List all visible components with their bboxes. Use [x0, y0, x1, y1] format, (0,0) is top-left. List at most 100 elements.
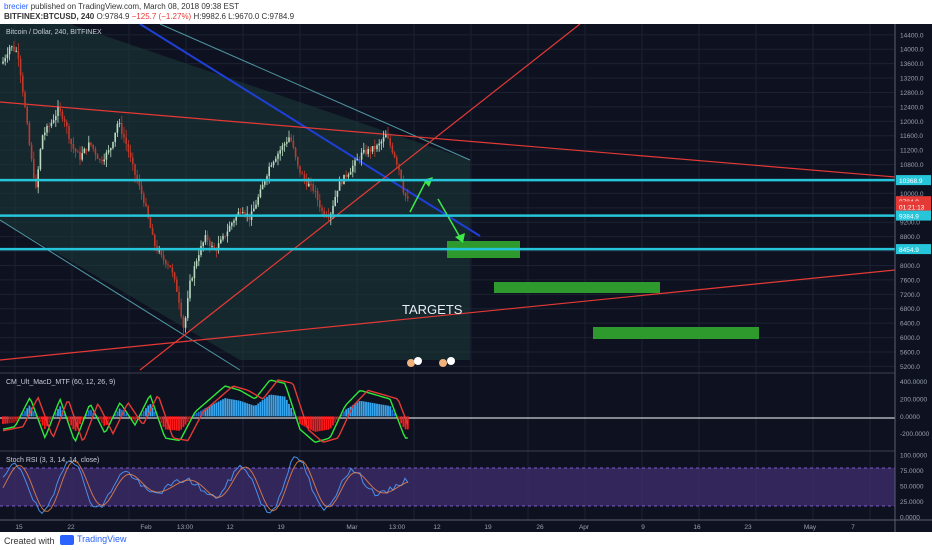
- candle-body: [385, 134, 387, 138]
- macd-bar: [24, 410, 26, 417]
- candle-body: [169, 265, 171, 268]
- macd-bar: [96, 416, 99, 418]
- macd-bar: [305, 416, 308, 428]
- macd-bar: [321, 416, 323, 431]
- macd-bar: [131, 416, 134, 420]
- candle-body: [200, 246, 202, 256]
- macd-title: CM_Ult_MacD_MTF (60, 12, 26, 9): [6, 379, 115, 386]
- macd-bar: [162, 416, 165, 427]
- time-tick-label: 22: [67, 524, 75, 531]
- time-tick-label: Feb: [140, 524, 152, 531]
- candle-body: [57, 107, 59, 116]
- macd-tick-label: -200.0000: [900, 431, 930, 438]
- candle-body: [149, 217, 152, 229]
- close-label: C:: [261, 12, 270, 21]
- price-tick-label: 13600.0: [900, 61, 924, 68]
- time-axis[interactable]: 15 22 Feb 13:00 12 19 Mar 13:00 12 19 26 Apr 9 16 23 Ma…: [15, 524, 855, 531]
- macd-bar: [184, 416, 187, 425]
- open-value: 9784.9: [104, 12, 130, 21]
- macd-bar: [228, 398, 231, 417]
- macd-bar: [30, 407, 33, 417]
- footer: Created with TradingView: [0, 532, 932, 550]
- macd-bar: [345, 409, 348, 417]
- candle-body: [279, 150, 281, 154]
- candle-body: [294, 147, 297, 157]
- macd-bar: [54, 412, 57, 417]
- candle-body: [4, 58, 6, 62]
- macd-bar: [147, 405, 150, 417]
- candle-body: [19, 58, 22, 76]
- time-tick-label: 12: [433, 524, 441, 531]
- macd-bar: [290, 407, 293, 417]
- macd-axis: 400.0000 200.0000 0.0000 -200.0000: [900, 379, 930, 438]
- event-icon[interactable]: [447, 357, 455, 365]
- tradingview-brand[interactable]: TradingView: [60, 534, 127, 545]
- candle-body: [336, 190, 339, 197]
- stoch-pane[interactable]: Stoch RSI (3, 3, 14, 14, close): [0, 456, 895, 515]
- event-icon[interactable]: [407, 359, 415, 367]
- candle-body: [391, 145, 394, 153]
- macd-bar: [277, 395, 279, 417]
- time-tick-label: May: [804, 524, 817, 531]
- chart-canvas[interactable]: Bitcoin / Dollar, 240, BITFINEX TARGETS …: [0, 24, 932, 532]
- macd-bar: [224, 398, 227, 417]
- macd-bar: [259, 401, 262, 417]
- time-tick-label: 9: [641, 524, 645, 531]
- time-tick-label: 26: [536, 524, 544, 531]
- candle-body: [85, 148, 88, 151]
- macd-bar: [140, 413, 143, 417]
- price-tick-label: 12800.0: [900, 90, 924, 97]
- candle-body: [37, 169, 39, 188]
- candle-body: [259, 189, 262, 198]
- macd-bar: [85, 413, 88, 417]
- publisher-link[interactable]: brecier: [4, 2, 29, 11]
- publish-suffix: published on TradingView.com, March 08, …: [30, 2, 240, 11]
- candle-body: [345, 174, 347, 177]
- candle-body: [239, 211, 242, 214]
- macd-bar: [37, 416, 40, 419]
- candle-body: [319, 200, 321, 208]
- candle-body: [83, 148, 86, 154]
- event-icon[interactable]: [439, 359, 447, 367]
- candle-body: [255, 204, 257, 209]
- candle-body: [314, 190, 317, 192]
- candle-body: [365, 149, 367, 155]
- price-pane[interactable]: Bitcoin / Dollar, 240, BITFINEX TARGETS: [0, 24, 896, 371]
- candle-body: [173, 272, 176, 280]
- candle-body: [321, 207, 323, 211]
- price-axis[interactable]: 14400.0 14000.0 13600.0 13200.0 12800.0 12400…: [900, 32, 924, 371]
- macd-bar: [235, 400, 238, 417]
- macd-bar: [87, 410, 90, 417]
- macd-bar: [373, 403, 376, 417]
- candle-body: [15, 50, 17, 52]
- candle-body: [202, 242, 204, 247]
- price-label-text: 9384.9: [899, 214, 919, 221]
- macd-bar: [226, 398, 229, 417]
- event-icons[interactable]: [407, 357, 455, 367]
- macd-bar: [171, 416, 174, 431]
- macd-bar: [72, 416, 75, 430]
- macd-bar: [325, 416, 328, 430]
- macd-bar: [182, 416, 185, 428]
- tradingview-brand-text: TradingView: [77, 534, 127, 544]
- macd-bar: [118, 408, 121, 417]
- macd-bar: [266, 396, 268, 417]
- macd-bar: [252, 405, 255, 417]
- macd-bar: [109, 416, 112, 420]
- price-tick-label: 7200.0: [900, 292, 920, 299]
- macd-pane[interactable]: CM_Ult_MacD_MTF (60, 12, 26, 9): [0, 379, 895, 443]
- candle-body: [206, 235, 209, 241]
- macd-bar: [4, 416, 7, 424]
- stoch-tick-label: 100.0000: [900, 453, 927, 460]
- event-icon[interactable]: [414, 357, 422, 365]
- macd-bar: [329, 416, 332, 429]
- candle-body: [389, 138, 391, 146]
- macd-bar: [334, 416, 337, 423]
- macd-bar: [59, 406, 62, 417]
- price-tick-label: 5200.0: [900, 364, 920, 371]
- macd-bar: [10, 416, 13, 423]
- macd-bar: [244, 402, 246, 417]
- candle-body: [178, 291, 180, 303]
- macd-signal-line: [2, 379, 409, 443]
- price-tick-label: 11200.0: [900, 148, 923, 155]
